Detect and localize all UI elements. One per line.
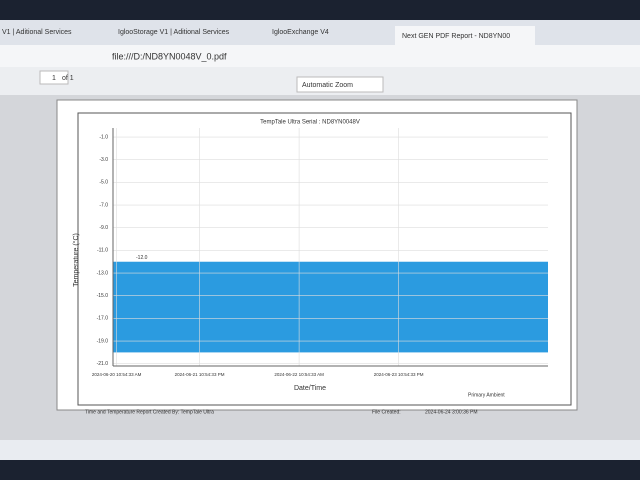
y-tick-label: -1.0 — [99, 134, 108, 140]
y-tick-label: -11.0 — [97, 248, 108, 254]
footer-text: 2024-06-24 3:00:36 PM — [425, 409, 478, 415]
y-tick-label: -3.0 — [99, 157, 108, 163]
y-tick-label: -5.0 — [99, 180, 108, 186]
y-tick-label: -19.0 — [97, 338, 109, 344]
y-tick-label: -7.0 — [99, 202, 108, 208]
x-tick-label: 2024-06-20 10:54:33 AM — [92, 372, 142, 377]
y-tick-label: -17.0 — [97, 316, 109, 322]
x-tick-label: 2024-06-21 10:54:33 PM — [175, 372, 225, 377]
page-count: of 1 — [62, 75, 74, 82]
tab[interactable]: V1 | Aditional Services — [2, 29, 72, 36]
taskbar — [0, 440, 640, 460]
band-label: -12.0 — [136, 255, 148, 261]
active-tab[interactable] — [395, 26, 535, 45]
page-input[interactable] — [39, 70, 69, 85]
y-tick-label: -21.0 — [97, 361, 109, 367]
pdf-page — [56, 99, 578, 411]
tab[interactable]: IglooExchange V4 — [272, 29, 329, 36]
x-tick-label: 2024-06-22 10:54:33 AM — [274, 372, 324, 377]
tab[interactable]: Next GEN PDF Report - ND8YN00 — [402, 33, 510, 40]
address[interactable]: file:///D:/ND8YN0048V_0.pdf — [112, 51, 227, 61]
page-number[interactable]: 1 — [52, 75, 56, 82]
footer-text: File Created: — [372, 409, 401, 415]
y-tick-label: -9.0 — [99, 225, 108, 231]
footer-text: Time and Temperature Report Created By: … — [85, 409, 214, 415]
band — [113, 261, 548, 353]
chart-title: TempTale Ultra Serial : ND8YN0048V — [260, 120, 360, 126]
chart: TempTale Ultra Serial : ND8YN0048V -12.0 -… — [72, 120, 548, 398]
y-tick-label: -15.0 — [97, 293, 109, 299]
y-axis-label: Temperature (°C) — [72, 233, 80, 287]
x-tick-label: 2024-06-23 10:54:33 PM — [374, 372, 424, 377]
y-tick-label: -13.0 — [97, 270, 109, 276]
x-axis-label: Date/Time — [294, 385, 326, 392]
zoom-select[interactable] — [296, 76, 384, 93]
legend-entry: Primary Ambient — [468, 392, 505, 398]
tab[interactable]: IglooStorage V1 | Aditional Services — [118, 29, 230, 36]
zoom[interactable]: Automatic Zoom — [302, 82, 353, 89]
address-bar — [0, 45, 640, 67]
chart-frame — [77, 112, 572, 406]
